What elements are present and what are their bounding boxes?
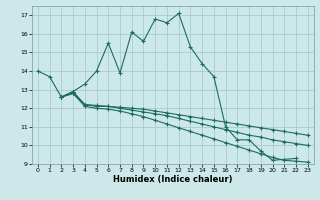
X-axis label: Humidex (Indice chaleur): Humidex (Indice chaleur) <box>113 175 233 184</box>
